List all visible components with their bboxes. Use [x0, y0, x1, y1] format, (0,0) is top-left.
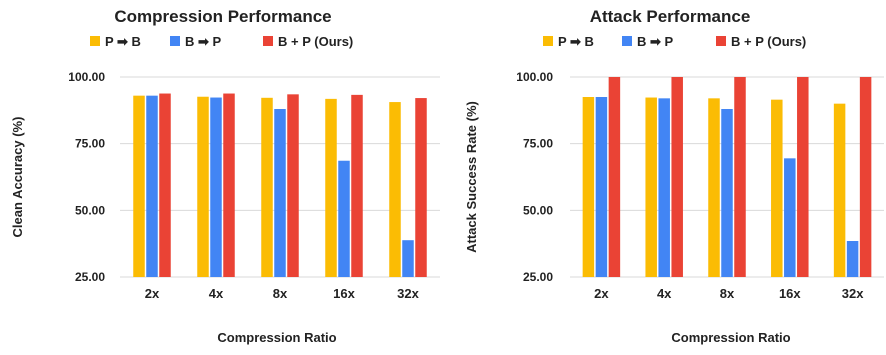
legend-swatch — [263, 36, 273, 46]
bar-b-p-ours-4x — [223, 93, 235, 278]
legend-label: P ➡ B — [105, 34, 141, 49]
y-tick-label: 50.00 — [523, 203, 553, 217]
legend-label: B ➡ P — [637, 34, 674, 49]
y-tick-label: 75.00 — [523, 137, 553, 151]
y-tick-label: 100.00 — [68, 70, 105, 84]
bar-b-p-2x — [146, 95, 158, 278]
chart-title: Attack Performance — [590, 7, 751, 26]
bar-p-b-8x — [261, 97, 273, 277]
y-tick-label: 75.00 — [75, 137, 105, 151]
y-tick-label: 100.00 — [516, 70, 553, 84]
bar-b-p-8x — [721, 109, 733, 277]
bar-b-p-2x — [595, 97, 608, 277]
x-tick-label: 4x — [657, 286, 672, 301]
bar-b-p-ours-2x — [608, 77, 621, 277]
legend-swatch — [543, 36, 553, 46]
x-tick-label: 16x — [333, 286, 355, 301]
x-tick-label: 32x — [397, 286, 419, 301]
bar-b-p-8x — [274, 109, 286, 277]
bar-p-b-2x — [133, 95, 145, 278]
x-tick-label: 32x — [842, 286, 864, 301]
bar-p-b-4x — [645, 97, 657, 278]
y-axis-label: Attack Success Rate (%) — [464, 101, 479, 253]
bar-b-p-ours-32x — [859, 77, 872, 277]
bar-p-b-2x — [582, 97, 595, 277]
y-tick-label: 25.00 — [523, 270, 553, 284]
chart-title: Compression Performance — [114, 7, 331, 26]
y-tick-label: 25.00 — [75, 270, 105, 284]
y-axis-label: Clean Accuracy (%) — [10, 117, 25, 238]
bar-b-p-ours-8x — [734, 77, 746, 277]
bar-b-p-ours-8x — [287, 94, 299, 277]
bar-p-b-32x — [833, 103, 846, 278]
legend-swatch — [90, 36, 100, 46]
bar-b-p-16x — [784, 158, 796, 277]
chart-1: Compression Performance P ➡ B B ➡ P B + P (… — [10, 7, 440, 345]
bar-b-p-32x — [846, 241, 859, 277]
legend-label: B ➡ P — [185, 34, 222, 49]
legend-swatch — [622, 36, 632, 46]
legend-label: P ➡ B — [558, 34, 594, 49]
x-axis-label: Compression Ratio — [671, 330, 790, 345]
y-tick-label: 50.00 — [75, 203, 105, 217]
bar-b-p-ours-16x — [797, 77, 809, 277]
chart-2: Attack Performance P ➡ B B ➡ P B + P (Ours)… — [464, 7, 884, 345]
x-tick-label: 2x — [145, 286, 160, 301]
legend-label: B + P (Ours) — [278, 34, 353, 49]
x-tick-label: 2x — [594, 286, 609, 301]
x-tick-label: 16x — [779, 286, 801, 301]
bar-p-b-8x — [708, 98, 720, 277]
bar-p-b-16x — [325, 98, 337, 277]
bar-b-p-32x — [402, 240, 414, 277]
x-axis-label: Compression Ratio — [217, 330, 336, 345]
bar-b-p-ours-32x — [415, 98, 427, 277]
bar-b-p-4x — [658, 98, 670, 277]
legend-label: B + P (Ours) — [731, 34, 806, 49]
bar-p-b-32x — [389, 102, 401, 277]
bar-b-p-16x — [338, 160, 350, 277]
bar-b-p-ours-4x — [671, 77, 683, 277]
x-tick-label: 8x — [720, 286, 735, 301]
bar-b-p-4x — [210, 97, 222, 278]
x-tick-label: 4x — [209, 286, 224, 301]
bar-b-p-ours-16x — [351, 94, 363, 277]
bar-p-b-4x — [197, 96, 209, 277]
bar-p-b-16x — [771, 99, 783, 278]
x-tick-label: 8x — [273, 286, 288, 301]
bar-b-p-ours-2x — [159, 93, 171, 278]
legend-swatch — [170, 36, 180, 46]
legend-swatch — [716, 36, 726, 46]
